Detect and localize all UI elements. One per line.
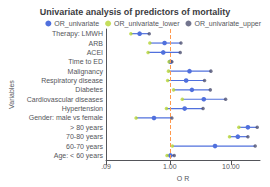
svg-text:60-70 years: 60-70 years xyxy=(66,143,103,151)
svg-text:> 80 years: > 80 years xyxy=(70,124,103,132)
svg-text:.09: .09 xyxy=(101,163,111,170)
svg-text:OR_univariate: OR_univariate xyxy=(54,20,99,28)
svg-text:Respiratory disease: Respiratory disease xyxy=(41,77,103,85)
svg-text:Age: < 60 years: Age: < 60 years xyxy=(54,152,104,160)
svg-text:Diabetes: Diabetes xyxy=(75,86,103,93)
svg-text:70-80 years: 70-80 years xyxy=(66,133,103,141)
svg-text:Time to ED: Time to ED xyxy=(68,58,103,65)
svg-text:OR_univariate_upper: OR_univariate_upper xyxy=(194,20,261,28)
svg-text:10.00: 10.00 xyxy=(222,163,240,170)
svg-text:Univariate analysis of predict: Univariate analysis of predictors of mor… xyxy=(40,7,231,17)
svg-text:ARB: ARB xyxy=(89,40,104,47)
svg-text:Therapy: LMWH: Therapy: LMWH xyxy=(52,30,103,38)
svg-text:Hypertension: Hypertension xyxy=(62,105,103,113)
svg-text:Cardiovascular diseases: Cardiovascular diseases xyxy=(27,96,104,103)
svg-text:Gender: male vs female: Gender: male vs female xyxy=(29,114,103,121)
svg-text:1.00: 1.00 xyxy=(163,163,177,170)
svg-text:ACEI: ACEI xyxy=(87,49,103,56)
svg-text:O R: O R xyxy=(177,175,189,182)
svg-text:Malignancy: Malignancy xyxy=(68,68,104,76)
svg-text:Variables: Variables xyxy=(8,80,15,109)
svg-text:OR_univariate_lower: OR_univariate_lower xyxy=(114,20,180,28)
